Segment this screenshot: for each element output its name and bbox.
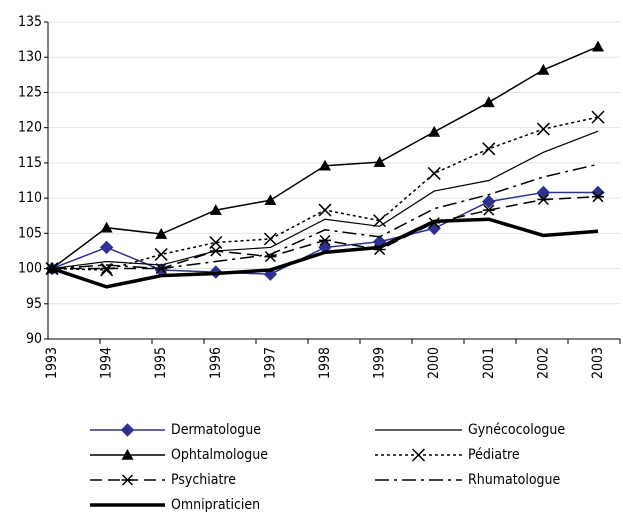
y-tick-label: 100: [18, 261, 42, 277]
marker: [592, 191, 604, 203]
marker: [536, 185, 551, 200]
marker: [155, 228, 168, 239]
y-tick-label: 95: [26, 296, 42, 312]
x-tick-label: 1996: [208, 347, 224, 379]
x-tick-label: 2003: [590, 347, 606, 379]
marker: [537, 63, 550, 75]
marker: [427, 166, 441, 180]
series-line: [52, 195, 599, 270]
marker: [263, 267, 278, 281]
y-tick-label: 135: [18, 14, 42, 30]
legend-label: Omnipraticien: [171, 497, 260, 513]
legend-marker: [411, 448, 426, 462]
marker: [263, 232, 277, 246]
marker: [318, 203, 332, 217]
marker: [100, 221, 113, 233]
y-tick-label: 90: [26, 331, 42, 347]
marker: [591, 110, 605, 124]
legend-label: Ophtalmologue: [171, 447, 268, 463]
y-tick-label: 105: [18, 225, 42, 241]
marker: [209, 204, 222, 215]
legend-marker: [120, 423, 135, 437]
marker: [154, 247, 168, 261]
marker: [482, 142, 496, 156]
x-tick-label: 1998: [317, 347, 333, 379]
marker: [592, 40, 604, 52]
y-tick-label: 130: [18, 49, 42, 65]
legend-label: Psychiatre: [171, 472, 236, 488]
legend-marker: [121, 474, 134, 486]
x-tick-label: 1993: [44, 347, 60, 379]
series-line: [51, 217, 599, 289]
x-tick-label: 2000: [426, 347, 442, 379]
marker: [482, 204, 495, 216]
y-tick-label: 120: [18, 120, 42, 136]
y-tick-label: 125: [18, 84, 42, 100]
legend-label: Pédiatre: [468, 447, 520, 463]
marker: [373, 214, 387, 228]
marker: [536, 122, 550, 136]
marker: [591, 185, 605, 200]
series-line: [51, 130, 599, 270]
marker: [537, 193, 550, 206]
x-tick-label: 1994: [99, 347, 115, 379]
y-tick-label: 115: [18, 155, 42, 171]
marker: [482, 96, 495, 108]
series-line: [51, 163, 599, 270]
marker: [319, 159, 331, 171]
legend-label: Dermatologue: [171, 422, 261, 438]
marker: [99, 240, 114, 255]
marker: [482, 194, 496, 209]
marker: [209, 245, 222, 257]
legend-marker: [121, 449, 134, 460]
marker: [264, 194, 277, 206]
x-tick-label: 2001: [481, 347, 497, 379]
marker: [319, 234, 331, 246]
legend-label: Rhumatologue: [468, 472, 561, 488]
series-line: [51, 45, 599, 270]
x-tick-label: 2002: [535, 347, 551, 379]
x-tick-label: 1995: [153, 347, 169, 379]
marker: [373, 156, 386, 167]
marker: [428, 125, 441, 137]
x-tick-label: 1997: [262, 347, 278, 379]
legend-label: Gynécocologue: [468, 422, 565, 438]
x-tick-label: 1999: [372, 347, 388, 379]
y-tick-label: 110: [18, 190, 42, 206]
